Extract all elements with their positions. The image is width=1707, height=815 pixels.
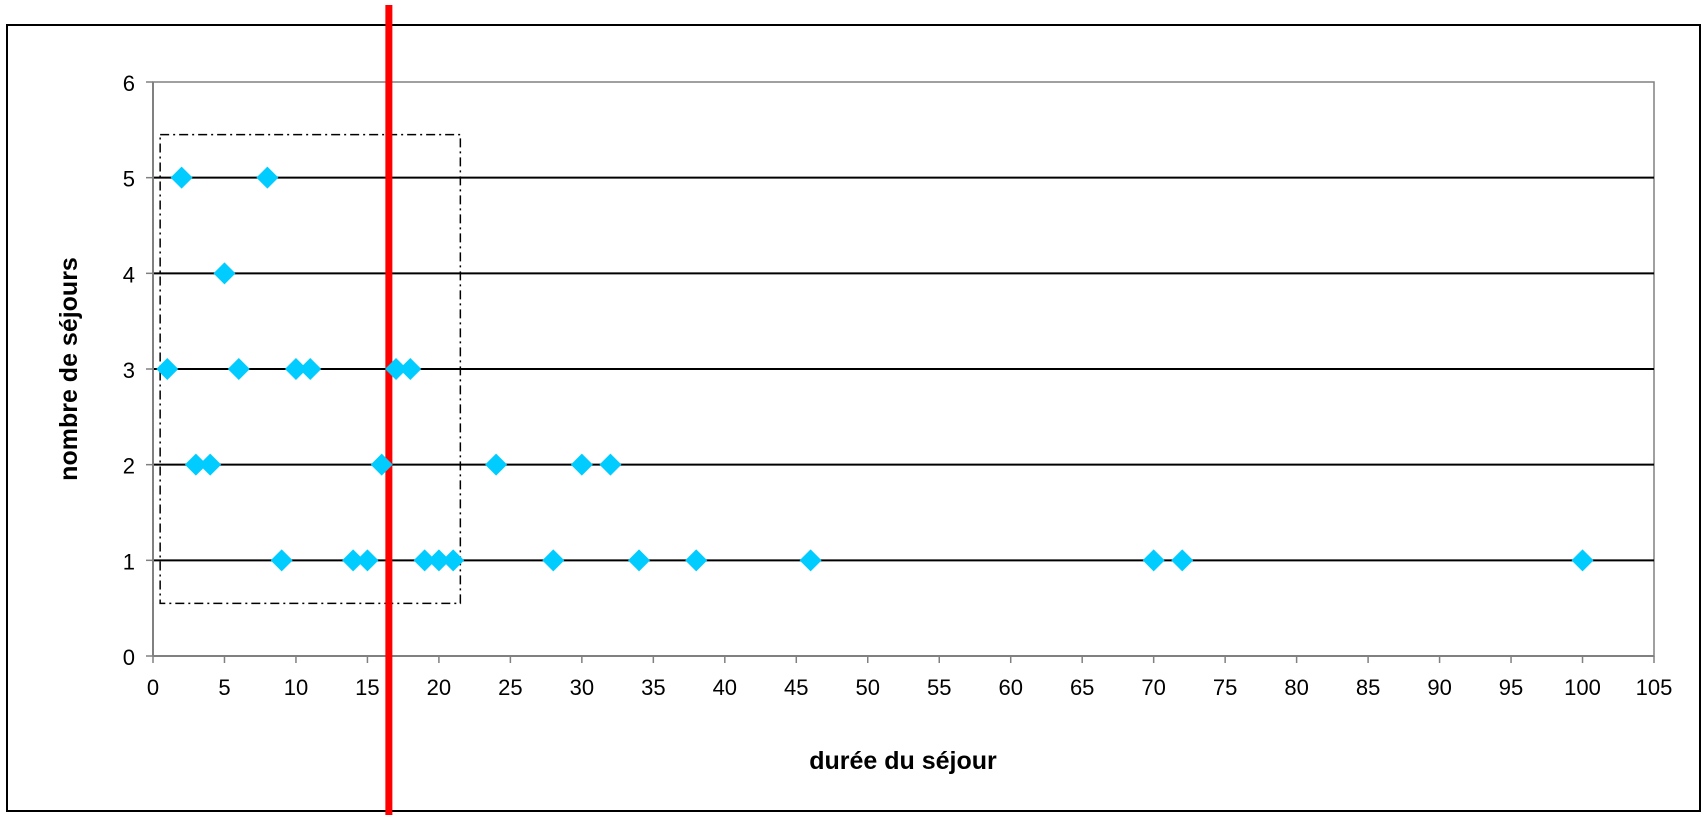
data-point: [1142, 549, 1165, 572]
data-point: [170, 166, 193, 189]
data-point: [370, 453, 393, 476]
data-point: [199, 453, 222, 476]
x-tick-label: 100: [1564, 675, 1601, 700]
x-tick-label: 25: [498, 675, 522, 700]
data-points: [156, 166, 1594, 572]
x-tick-label: 45: [784, 675, 808, 700]
data-point: [213, 262, 236, 285]
x-tick-label: 20: [427, 675, 451, 700]
x-axis-ticks: 0 5 10 15 20 25 30 35 40 45 50 55 60 65 70 75 80 85 90 95 10…: [147, 656, 1672, 700]
x-tick-label: 5: [218, 675, 230, 700]
y-tick-label: 4: [123, 262, 135, 287]
x-tick-label: 55: [927, 675, 951, 700]
x-tick-label: 0: [147, 675, 159, 700]
y-tick-label: 0: [123, 645, 135, 670]
data-point: [442, 549, 465, 572]
data-point: [485, 453, 508, 476]
x-tick-label: 65: [1070, 675, 1094, 700]
data-point: [385, 358, 408, 380]
x-tick-label: 85: [1356, 675, 1380, 700]
data-point: [1171, 549, 1194, 572]
data-point: [227, 358, 250, 380]
x-tick-label: 60: [998, 675, 1022, 700]
x-tick-label: 70: [1141, 675, 1165, 700]
data-point: [542, 549, 565, 572]
highlight-box: [159, 133, 462, 605]
data-point: [427, 549, 450, 572]
data-point: [356, 549, 379, 572]
data-point: [799, 549, 822, 572]
data-point: [284, 358, 307, 380]
annotations: [159, 5, 462, 815]
y-tick-label: 1: [123, 549, 135, 574]
data-point: [413, 549, 436, 572]
data-point: [299, 358, 322, 380]
x-tick-label: 80: [1284, 675, 1308, 700]
x-tick-label: 30: [570, 675, 594, 700]
x-tick-label: 90: [1427, 675, 1451, 700]
data-point: [570, 453, 593, 476]
x-tick-label: 50: [856, 675, 880, 700]
data-point: [342, 549, 365, 572]
gridlines: [153, 176, 1654, 562]
data-point: [1571, 549, 1594, 572]
data-point: [156, 358, 179, 380]
x-tick-label: 15: [355, 675, 379, 700]
x-tick-label: 95: [1499, 675, 1523, 700]
data-point: [599, 453, 622, 476]
x-tick-label: 75: [1213, 675, 1237, 700]
y-axis-title: nombre de séjours: [55, 257, 83, 481]
x-tick-label: 105: [1636, 675, 1673, 700]
data-point: [685, 549, 708, 572]
y-tick-label: 3: [123, 358, 135, 383]
x-tick-label: 10: [284, 675, 308, 700]
data-point: [628, 549, 651, 572]
data-point: [399, 358, 422, 380]
x-axis-title: durée du séjour: [809, 747, 997, 775]
data-point: [270, 549, 293, 572]
y-axis-ticks: 0 1 2 3 4 5 6: [123, 71, 153, 670]
y-tick-label: 5: [123, 167, 135, 192]
y-tick-label: 2: [123, 454, 135, 479]
data-point: [184, 453, 207, 476]
x-tick-label: 40: [713, 675, 737, 700]
y-tick-label: 6: [123, 71, 135, 96]
data-point: [256, 166, 279, 189]
x-tick-label: 35: [641, 675, 665, 700]
